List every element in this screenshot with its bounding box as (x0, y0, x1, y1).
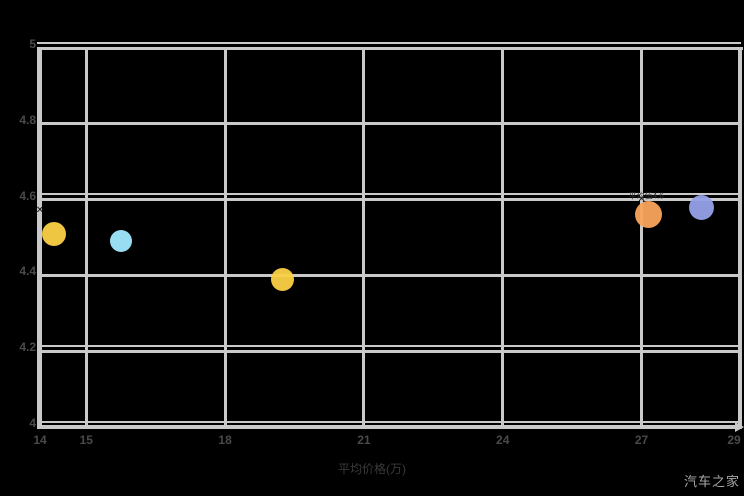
grid-line-horizontal (37, 198, 741, 202)
point-yellow-2[interactable] (271, 267, 295, 291)
x-tick-label: 24 (496, 433, 510, 447)
grid-line-vertical (501, 48, 505, 429)
x-tick-label: 18 (218, 433, 232, 447)
x-axis-line (37, 425, 738, 429)
x-axis-arrow-icon (735, 422, 744, 432)
watermark-autohome: 汽车之家 (683, 474, 740, 489)
x-tick-label: 21 (357, 433, 371, 447)
y-tick-label: 4 (29, 416, 36, 430)
grid-line-horizontal (37, 273, 741, 277)
mean-annotation-label: 平均值4.6 (628, 191, 664, 201)
point-yellow-1[interactable] (41, 221, 66, 246)
point-periwinkle[interactable] (689, 194, 715, 220)
grid-line-horizontal-ghost (37, 344, 741, 347)
plot-top-border (37, 47, 743, 50)
point-orange[interactable] (634, 201, 662, 229)
y-tick-label: 5 (29, 37, 36, 51)
x-axis-title: 平均价格(万) (338, 462, 406, 476)
y-tick-label: 4.4 (19, 264, 36, 279)
grid-line-vertical (223, 48, 227, 429)
grid-line-horizontal (37, 349, 741, 353)
grid-line-horizontal-ghost (37, 420, 741, 423)
point-cyan[interactable] (109, 230, 132, 253)
grid-line-vertical (362, 48, 366, 429)
point-x-left[interactable]: ✕ (35, 204, 45, 216)
x-tick-label: 29 (727, 433, 741, 447)
grid-line-horizontal (37, 122, 741, 126)
x-tick-label: 14 (33, 433, 47, 447)
y-tick-label: 4.6 (19, 188, 36, 203)
y-tick-label: 4.8 (19, 112, 36, 127)
grid-line-vertical (84, 48, 88, 429)
point-x-right[interactable]: ✕ (637, 193, 646, 205)
x-tick-label: 27 (634, 433, 649, 447)
plot-left-border (37, 47, 42, 429)
y-tick-label: 4.2 (19, 340, 36, 355)
x-tick-label: 15 (79, 433, 93, 447)
grid-line-horizontal-ghost (37, 41, 741, 44)
grid-line-horizontal-ghost (37, 193, 741, 196)
plot-right-border (738, 47, 742, 429)
grid-line-vertical (640, 48, 644, 429)
